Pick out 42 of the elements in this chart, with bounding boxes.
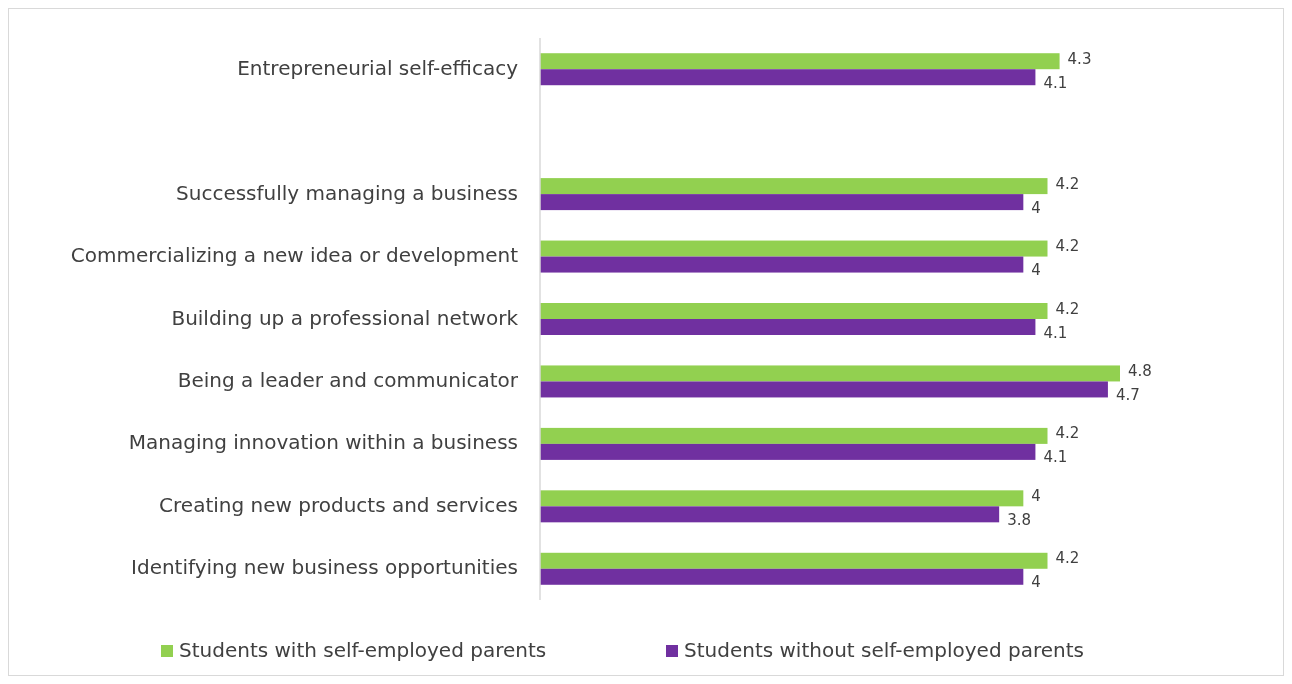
bar [540,178,1048,195]
data-label: 4.3 [1067,49,1092,68]
data-label: 4.8 [1128,361,1152,380]
bar [540,443,1036,460]
bar [540,381,1108,398]
bar [540,427,1048,444]
data-label: 4.2 [1055,549,1080,568]
data-label: 4.7 [1115,385,1140,404]
y-tick-label: Successfully managing a business [176,180,518,205]
y-tick-label: Managing innovation within a business [128,430,518,455]
bar [540,552,1048,569]
legend-label: Students without self-employed parents [684,637,1084,662]
bar [540,53,1060,70]
y-tick-label: Building up a professional network [171,305,519,330]
bar [540,568,1024,585]
bar [540,319,1036,335]
data-label: 4 [1031,486,1041,505]
data-label: 4.2 [1055,299,1080,318]
y-tick-label: Entrepreneurial self-efficacy [237,55,519,80]
data-label: 3.8 [1007,510,1032,529]
legend-label: Students with self-employed parents [179,637,547,662]
y-tick-label: Being a leader and communicator [177,367,519,392]
bar [540,303,1048,319]
bar [540,365,1120,382]
data-label: 4 [1031,261,1041,280]
y-tick-label: Creating new products and services [159,492,518,517]
bar [540,69,1036,86]
data-label: 4.1 [1043,448,1068,467]
data-label: 4.2 [1055,174,1080,193]
bar [540,490,1024,507]
data-label: 4 [1031,198,1041,217]
y-tick-label: Identifying new business opportunities [131,555,518,580]
bar [540,194,1024,211]
bar [540,256,1024,273]
y-tick-label: Commercializing a new idea or development [70,243,519,268]
bar [540,506,1000,523]
data-label: 4.2 [1055,424,1080,443]
data-label: 4.1 [1043,73,1068,92]
data-label: 4 [1031,573,1041,592]
bar [540,240,1048,257]
data-label: 4.1 [1043,323,1068,342]
data-label: 4.2 [1055,237,1080,256]
